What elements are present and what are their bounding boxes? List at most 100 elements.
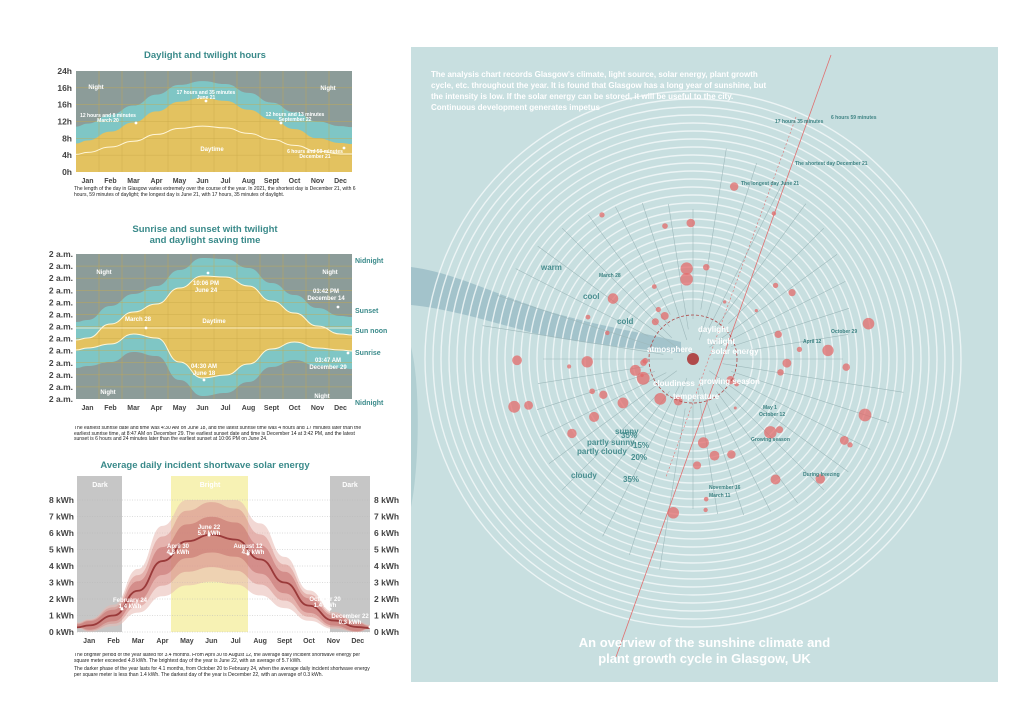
street [709, 370, 849, 473]
data-point [617, 397, 629, 409]
street [659, 408, 686, 570]
street [515, 268, 649, 337]
sunset-curve [75, 275, 353, 341]
ring [480, 146, 906, 572]
x-tick-label: Jan [83, 638, 95, 645]
street [728, 227, 825, 324]
ring [528, 194, 858, 524]
poster-label: solar energy [711, 347, 759, 356]
x-tick-label: Feb [104, 178, 116, 185]
sun-axis [615, 54, 832, 658]
data-point [709, 450, 720, 461]
x-tick-label: Mar [132, 638, 145, 645]
data-point [839, 435, 849, 445]
y-tick-label: 2 a.m. [49, 394, 73, 404]
data-point [654, 392, 667, 405]
solar-energy-chart: Average daily incident shortwave solar e… [49, 460, 399, 677]
data-point [734, 381, 740, 387]
ring [496, 162, 890, 556]
daylight-y-ticks: 0h 4h 8h 12h 16h 16h 24h [57, 66, 72, 177]
poster-label: 20% [631, 453, 648, 462]
poster-label: 17 hours 35 minutes [775, 119, 824, 125]
data-point [589, 411, 600, 422]
poster-label: During freezing [803, 472, 840, 478]
street [668, 203, 689, 330]
data-point [667, 506, 680, 519]
x-tick-label: Jan [81, 405, 93, 412]
poster-label: temperature [673, 392, 720, 401]
annotation: 1.4 kWh [119, 604, 142, 610]
band-label: Dark [342, 482, 358, 489]
dark-band [330, 476, 370, 632]
data-point [847, 442, 853, 448]
poster-label: 35% [621, 431, 638, 440]
data-point [599, 212, 605, 218]
x-tick-label: May [180, 638, 194, 645]
ring [536, 202, 850, 516]
x-tick-label: Oct [289, 178, 301, 185]
poster-label: atmosphere [647, 345, 693, 354]
data-point [822, 344, 834, 357]
data-point [655, 306, 661, 313]
y-tick-label: 3 kWh [374, 578, 399, 588]
annotation: 1.4 kWh [314, 603, 337, 609]
night-label: Night [88, 85, 103, 91]
solar-y-ticks: 0 kWh 0 kWh 1 kWh 1 kWh 2 kWh 2 kWh 3 kWh 3 kWh… [49, 495, 399, 637]
marker [204, 99, 208, 103]
daylight-grid [76, 71, 352, 172]
sunrise-grid [76, 254, 352, 399]
sunrise-chart-title: Sunrise and sunset with twilight [132, 224, 278, 235]
poster-label: warm [541, 263, 562, 272]
x-tick-label: Jul [220, 178, 230, 185]
annotation: 5.7 kWh [198, 531, 221, 537]
poster-label: Growing season [751, 437, 790, 443]
street [642, 202, 688, 341]
annotation: 0.3 kWh [339, 620, 362, 626]
poster-label: 35% [623, 475, 640, 484]
data-point [686, 218, 696, 228]
y-tick-label: 6 kWh [49, 528, 74, 538]
x-tick-label: Apr [150, 405, 162, 412]
y-tick-label: 1 kWh [374, 611, 399, 621]
x-tick-label: Apr [150, 178, 162, 185]
y-tick-label: 2 a.m. [49, 334, 73, 344]
street [602, 385, 680, 537]
daylight-chart-title: Daylight and twilight hours [144, 50, 266, 61]
x-tick-label: May [173, 178, 187, 185]
y-tick-label: 2 a.m. [49, 273, 73, 283]
poster-label: March 11 [709, 493, 731, 499]
annotation: June 24 [195, 288, 218, 294]
street [716, 391, 798, 504]
data-point [680, 262, 693, 275]
y-tick-label: 6 kWh [374, 528, 399, 538]
x-tick-label: Sept [264, 178, 280, 185]
annotation: April 30 [167, 544, 190, 550]
ring [440, 106, 946, 612]
y-tick-label: 2 a.m. [49, 346, 73, 356]
x-tick-label: Dec [351, 638, 364, 645]
data-point [703, 507, 708, 513]
poster-label: October 29 [831, 329, 858, 335]
x-tick-label: Jun [205, 638, 217, 645]
data-point [858, 408, 872, 422]
poster-label: November 16 [709, 485, 741, 491]
annotation: December 29 [309, 365, 347, 371]
annotation: 03:42 PM [313, 289, 339, 295]
y-tick-label: 3 kWh [49, 578, 74, 588]
data-point [589, 388, 595, 395]
annotation: February 24 [113, 598, 148, 604]
poster-title-line: An overview of the sunshine climate and [578, 635, 831, 650]
x-tick-label: Feb [107, 638, 119, 645]
ring [424, 90, 962, 628]
annotation: December 14 [307, 296, 345, 302]
data-point [727, 450, 736, 459]
x-tick-label: Jun [196, 405, 208, 412]
x-tick-label: Nov [311, 178, 324, 185]
annotation: 12 hours and 8 minutes [80, 113, 136, 119]
daytime-label: Daytime [200, 147, 224, 153]
poster-label: cloudiness [653, 379, 695, 388]
annotation: 4.8 kWh [242, 550, 265, 556]
poster-label: twilight [707, 337, 735, 346]
poster-label: May 1 [763, 405, 777, 411]
daytime-label: Daytime [202, 319, 226, 325]
